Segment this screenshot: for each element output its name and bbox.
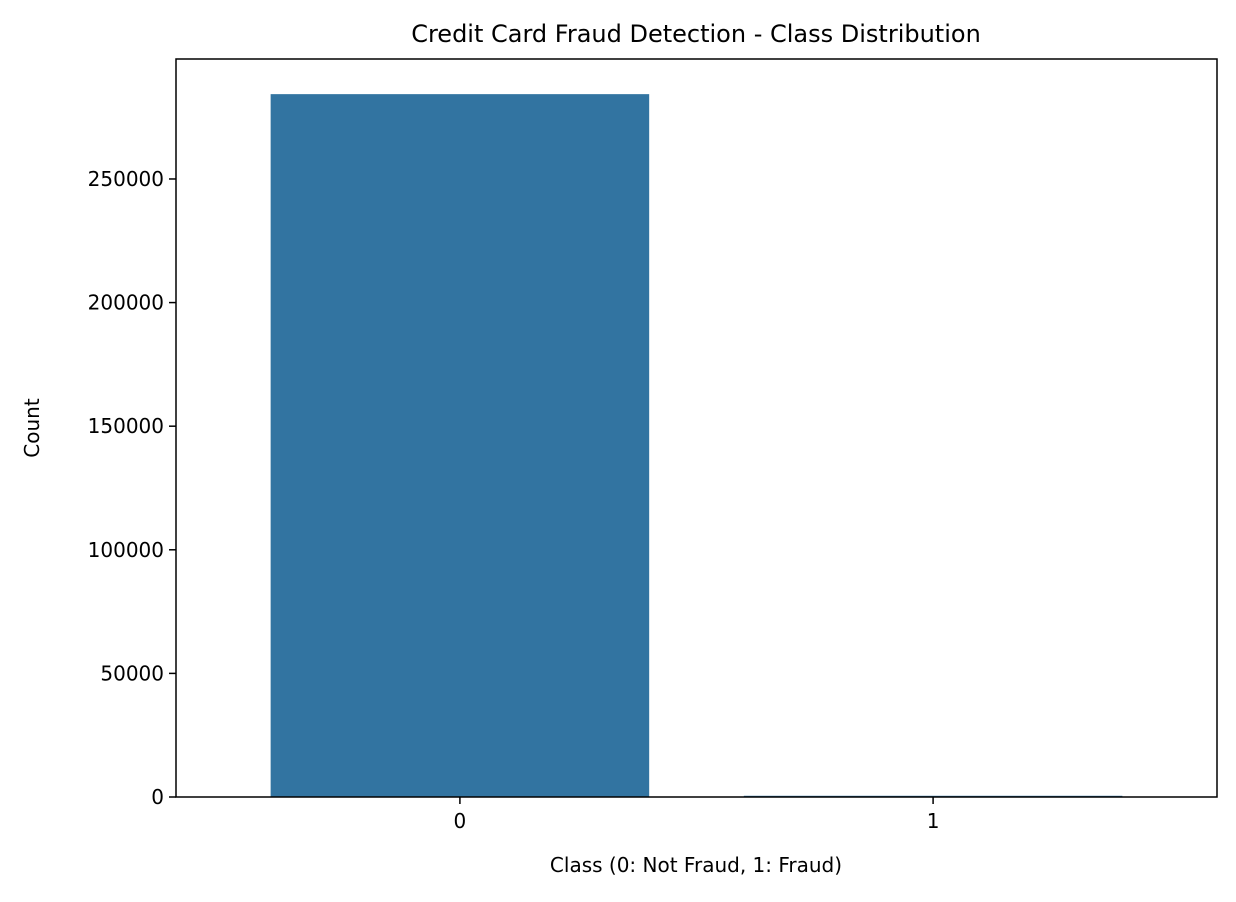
x-tick-label: 0 [454,809,467,833]
bars-layer [270,94,1123,798]
y-axis-ticks: 0 50000 100000 150000 200000 250000 [88,167,176,809]
x-tick-label: 1 [927,809,940,833]
y-tick-label: 150000 [88,414,164,438]
y-axis-label: Count [20,398,44,458]
x-axis-label: Class (0: Not Fraud, 1: Fraud) [550,853,842,877]
y-tick-label: 100000 [88,538,164,562]
bar-class-0 [270,94,650,798]
y-tick-label: 250000 [88,167,164,191]
chart-title: Credit Card Fraud Detection - Class Dist… [411,20,981,48]
y-tick-label: 50000 [100,661,164,685]
y-tick-label: 0 [151,785,164,809]
y-tick-label: 200000 [88,291,164,315]
plot-frame [175,58,1218,798]
